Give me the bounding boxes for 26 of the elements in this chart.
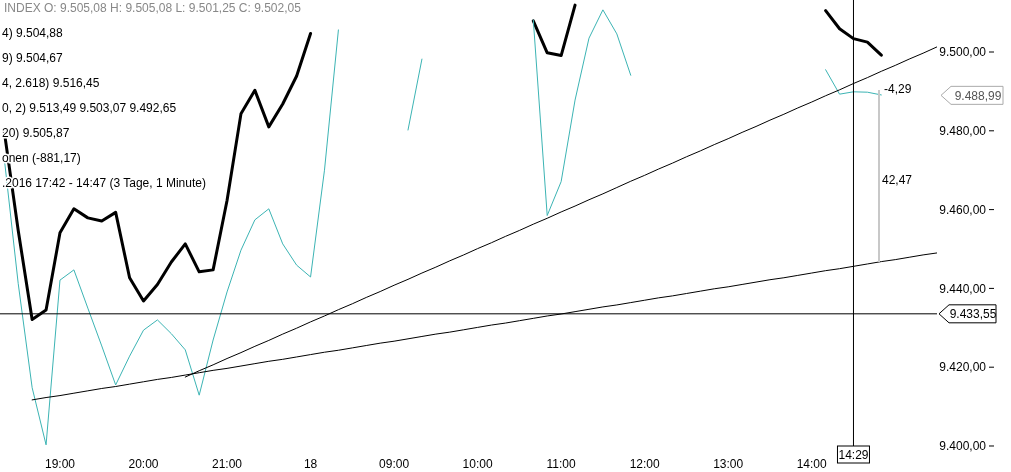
annotation: 42,47 (882, 173, 913, 188)
y-tick-label: 9.420,00 (939, 360, 987, 375)
x-tick-label: 13:00 (713, 457, 744, 471)
annotation: -4,29 (884, 82, 912, 97)
x-tick-label: 21:00 (212, 457, 243, 471)
y-tick-label: 9.460,00 (939, 202, 987, 217)
y-tick-label: 9.500,00 (939, 45, 987, 60)
ref-line-label: 9.433,55 (949, 307, 997, 322)
x-tick-label: 14:00 (796, 457, 828, 471)
annotation: 9) 9.504,67 (2, 51, 64, 65)
y-tick-label: 9.480,00 (939, 124, 987, 138)
y-tick-label: 9.440,00 (939, 281, 987, 296)
x-tick-label: 18 (303, 457, 318, 471)
annotation: 4, 2.618) 9.516,45 (2, 76, 100, 90)
x-tick-label: 12:00 (629, 457, 660, 471)
text: 9.488,99 (954, 88, 1002, 103)
x-tick-label: 10:00 (462, 457, 493, 471)
x-tick-label: 11:00 (546, 457, 577, 471)
annotation: INDEX O: 9.505,08 H: 9.505,08 L: 9.501,25 C: 9.502,05 (4, 1, 302, 15)
x-tick-label: 09:00 (379, 457, 410, 471)
y-tick-label: 9.400,00 (939, 439, 987, 454)
annotation: 4) 9.504,88 (2, 26, 64, 40)
annotation: 0, 2) 9.513,49 9.503,07 9.492,65 (2, 101, 177, 115)
x-tick-label: 19:00 (44, 457, 76, 471)
x-tick-label: 20:00 (128, 457, 159, 471)
x-tick-label: 14:29 (838, 448, 869, 462)
